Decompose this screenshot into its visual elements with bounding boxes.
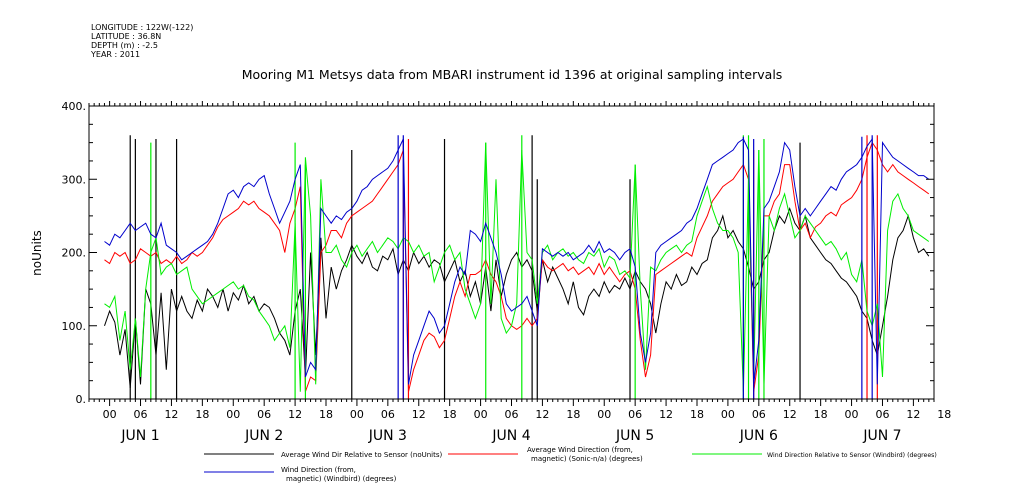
legend-label-0: Average Wind Dir Relative to Sensor (noU…: [281, 451, 442, 459]
x-tick-label: 00: [350, 408, 364, 421]
chart-title: Mooring M1 Metsys data from MBARI instru…: [242, 67, 783, 82]
x-tick-label: 18: [319, 408, 333, 421]
x-tick-label: 00: [103, 408, 117, 421]
x-tick-label: 18: [690, 408, 704, 421]
series-line-3: [104, 137, 930, 385]
meta-line-2: DEPTH (m) : -2.5: [91, 41, 158, 50]
x-tick-label: 12: [783, 408, 797, 421]
day-label: JUN 4: [491, 428, 530, 444]
series-line-1: [104, 141, 930, 392]
plot-frame: [88, 105, 935, 400]
legend-label-2: Wind Direction Relative to Sensor (Windb…: [767, 452, 937, 459]
x-tick-label: 18: [443, 408, 457, 421]
y-axis-label: noUnits: [30, 230, 44, 276]
x-tick-label: 12: [906, 408, 920, 421]
legend-label-1: Average Wind Direction (from, magnetic) …: [527, 446, 643, 463]
y-tick-label: 400.: [62, 100, 87, 113]
x-tick-label: 06: [628, 408, 642, 421]
day-label: JUN 3: [368, 428, 407, 444]
plot-area: 0. 100. 200. 300. 400. 00 06 12 18 00 06 12 18 00 06 12…: [62, 100, 952, 444]
day-label: JUN 7: [862, 428, 901, 444]
x-tick-label: 18: [195, 408, 209, 421]
y-tick-label: 0.: [76, 393, 87, 406]
x-tick-label: 18: [814, 408, 828, 421]
y-tick-label: 200.: [62, 247, 87, 260]
x-tick-label: 00: [597, 408, 611, 421]
x-tick-label: 18: [937, 408, 951, 421]
x-tick-label: 00: [845, 408, 859, 421]
x-tick-label: 18: [566, 408, 580, 421]
x-tick-label: 12: [164, 408, 178, 421]
x-tick-label: 06: [505, 408, 519, 421]
x-tick-label: 00: [226, 408, 240, 421]
x-tick-label: 06: [875, 408, 889, 421]
legend: Average Wind Dir Relative to Sensor (noU…: [204, 446, 937, 483]
series-line-0: [104, 206, 930, 389]
day-label: JUN 2: [244, 428, 283, 444]
meta-line-1: LATITUDE : 36.8N: [91, 32, 161, 41]
day-label: JUN 6: [739, 428, 778, 444]
x-tick-label: 12: [412, 408, 426, 421]
x-tick-label: 06: [257, 408, 271, 421]
x-tick-label: 06: [134, 408, 148, 421]
x-tick-label: 12: [535, 408, 549, 421]
legend-label-3-line-2: magnetic) (Windbird) (degrees): [286, 475, 397, 483]
metadata-header: LONGITUDE : 122W(-122) LATITUDE : 36.8N …: [90, 23, 193, 59]
day-label: JUN 1: [120, 428, 159, 444]
x-tick-label: 06: [381, 408, 395, 421]
day-label: JUN 5: [615, 428, 654, 444]
meta-line-0: LONGITUDE : 122W(-122): [91, 23, 193, 32]
legend-label-3: Wind Direction (from, magnetic) (Windbir…: [281, 466, 397, 483]
x-tick-label: 06: [752, 408, 766, 421]
x-tick-label: 00: [721, 408, 735, 421]
meta-line-3: YEAR : 2011: [90, 50, 140, 59]
series-line-2: [104, 142, 930, 392]
x-tick-label: 12: [288, 408, 302, 421]
x-tick-label: 00: [474, 408, 488, 421]
legend-label-3-line-1: Wind Direction (from,: [281, 466, 356, 474]
series-lines: [104, 135, 930, 399]
legend-label-1-line-2: magnetic) (Sonic-n/a) (degrees): [531, 455, 643, 463]
x-tick-label: 12: [659, 408, 673, 421]
y-tick-label: 300.: [62, 173, 87, 186]
legend-label-1-line-1: Average Wind Direction (from,: [527, 446, 633, 454]
y-tick-label: 100.: [62, 320, 87, 333]
axis-ticks: 0. 100. 200. 300. 400. 00 06 12 18 00 06 12 18 00 06 12…: [62, 100, 952, 444]
